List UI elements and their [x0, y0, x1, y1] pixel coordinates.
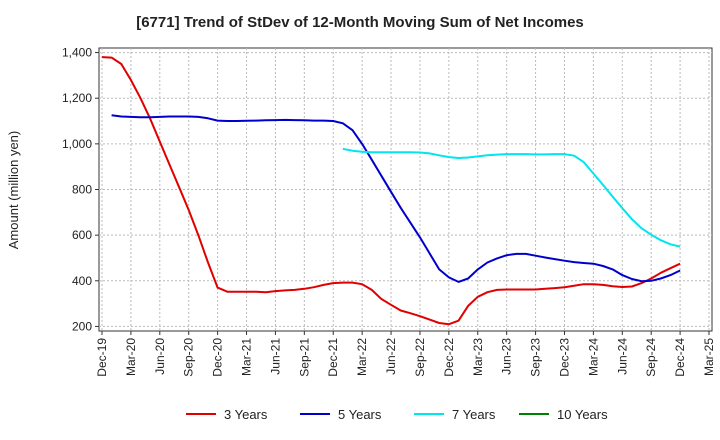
series-line-7-years [342, 147, 681, 248]
x-tick-label: Sep-23 [529, 338, 543, 377]
x-tick-label: Sep-22 [413, 338, 427, 377]
y-tick-label: 1,200 [62, 91, 92, 105]
x-tick-label: Jun-20 [153, 338, 167, 375]
grid-layer [99, 48, 712, 331]
x-tick-label: Jun-24 [615, 338, 629, 375]
legend-label: 3 Years [224, 407, 268, 422]
series-layer [101, 56, 681, 326]
y-tick-label: 1,400 [62, 46, 92, 60]
x-tick-label: Mar-22 [355, 338, 369, 376]
legend-label: 10 Years [557, 407, 608, 422]
y-tick-label: 600 [72, 228, 92, 242]
x-tick-label: Jun-23 [500, 338, 514, 375]
legend-label: 7 Years [452, 407, 496, 422]
y-tick-label: 200 [72, 319, 92, 333]
series-line-3-years [101, 56, 681, 326]
x-tick-label: Dec-21 [326, 338, 340, 377]
x-tick-label: Dec-19 [95, 338, 109, 377]
series-line-5-years [111, 114, 681, 283]
y-tick-label: 800 [72, 183, 92, 197]
x-tick-label: Mar-21 [240, 338, 254, 376]
x-tick-label: Dec-20 [211, 338, 225, 377]
x-tick-label: Jun-22 [384, 338, 398, 375]
x-tick-label: Jun-21 [268, 338, 282, 375]
legend-label: 5 Years [338, 407, 382, 422]
x-tick-label: Mar-24 [586, 338, 600, 376]
legend: 3 Years 5 Years 7 Years 10 Years [186, 407, 608, 422]
chart-title: [6771] Trend of StDev of 12-Month Moving… [136, 14, 584, 31]
tick-layer: 200 400 600 800 1,000 1,200 1,400 Dec-19 Mar-20 J… [62, 46, 716, 377]
x-tick-label: Sep-20 [182, 338, 196, 377]
x-tick-label: Dec-23 [557, 338, 571, 377]
x-tick-label: Mar-25 [702, 338, 716, 376]
x-tick-label: Sep-24 [644, 338, 658, 377]
y-axis-title: Amount (million yen) [6, 131, 21, 250]
x-tick-label: Mar-20 [124, 338, 138, 376]
y-tick-label: 400 [72, 274, 92, 288]
y-tick-label: 1,000 [62, 137, 92, 151]
x-tick-label: Mar-23 [471, 338, 485, 376]
x-tick-label: Dec-24 [673, 338, 687, 377]
x-tick-label: Sep-21 [297, 338, 311, 377]
x-tick-label: Dec-22 [442, 338, 456, 377]
